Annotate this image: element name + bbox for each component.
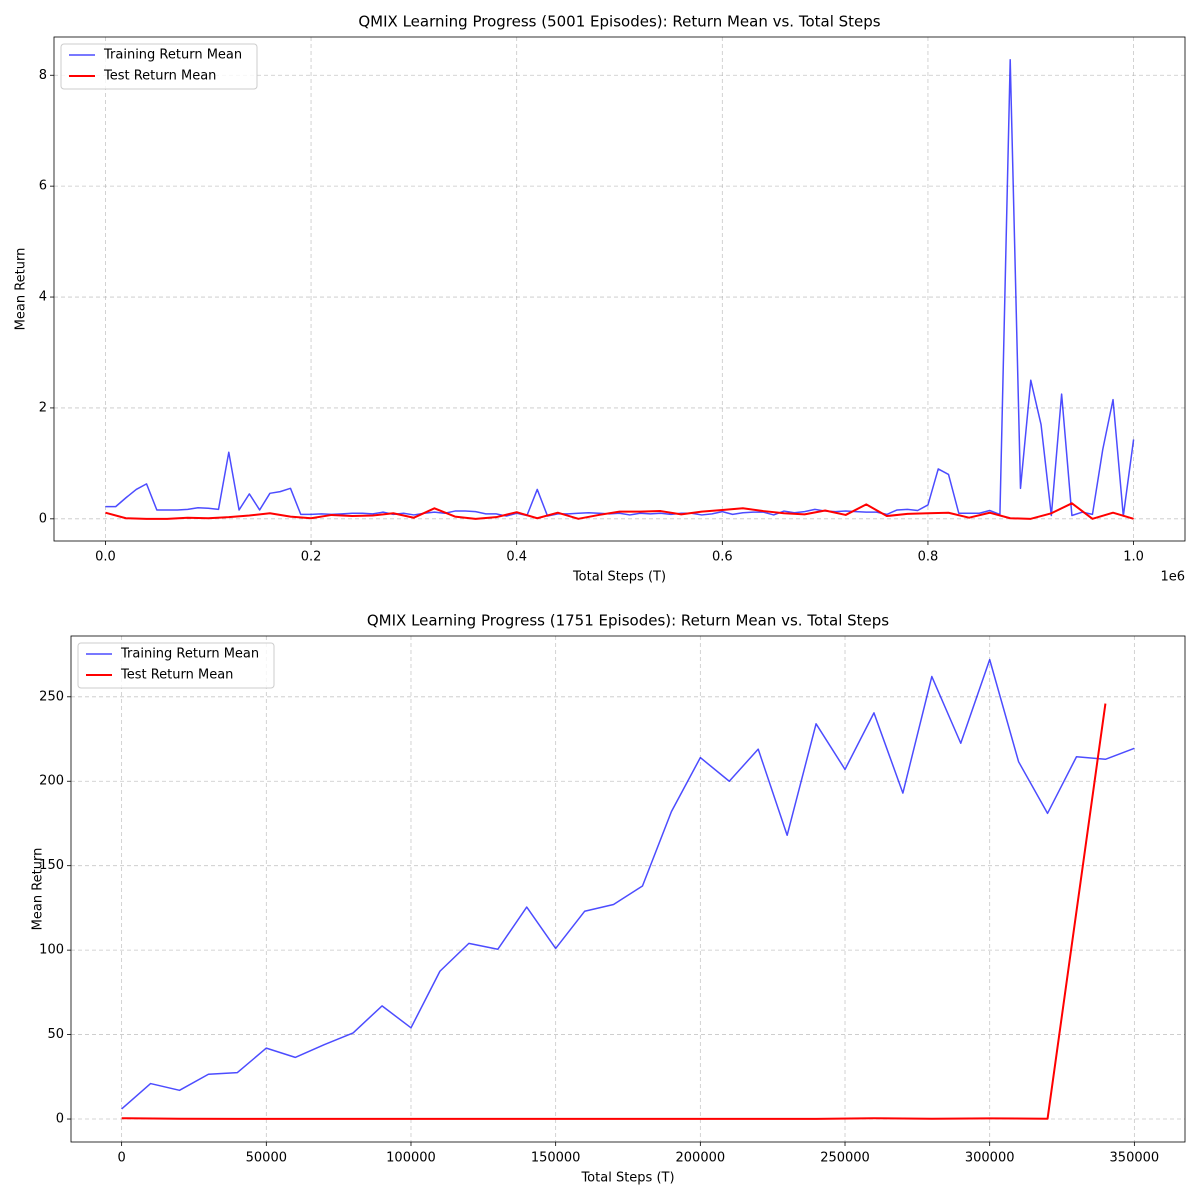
y-tick-label: 50 [47,1027,64,1042]
series-line [105,502,1134,520]
legend-label: Test Return Mean [103,69,216,84]
legend-label: Training Return Mean [120,647,259,662]
y-tick-label: 6 [39,179,47,194]
plot-frame [70,635,1186,1143]
x-tick-label: 0 [117,1151,125,1166]
x-tick-label: 150000 [531,1151,581,1166]
legend-box [77,642,275,689]
chart-title: QMIX Learning Progress (1751 Episodes): … [367,612,889,630]
x-tick-label: 0.0 [95,550,116,565]
plot-frame [53,36,1186,542]
y-tick-label: 0 [39,511,47,526]
y-tick-label: 100 [39,943,64,958]
x-tick-label: 0.2 [301,550,322,565]
x-tick-label: 100000 [386,1151,436,1166]
y-axis-label: Mean Return [31,848,46,931]
x-axis-label: Total Steps (T) [580,1171,674,1186]
x-offset-label: 1e6 [1160,570,1185,585]
y-tick-label: 0 [56,1112,64,1127]
x-tick-label: 300000 [965,1151,1015,1166]
x-tick-label: 0.8 [918,550,939,565]
chart-title: QMIX Learning Progress (5001 Episodes): … [358,13,880,31]
legend-label: Training Return Mean [103,48,242,63]
legend-label: Test Return Mean [120,668,233,683]
x-tick-label: 1.0 [1123,550,1144,565]
legend-box [60,43,258,90]
y-tick-label: 2 [39,400,47,415]
series-line [105,58,1135,517]
y-tick-label: 200 [39,774,64,789]
y-axis-label: Mean Return [14,248,29,331]
y-tick-label: 250 [39,689,64,704]
x-tick-label: 0.4 [506,550,527,565]
x-tick-label: 50000 [246,1151,287,1166]
x-tick-label: 250000 [820,1151,870,1166]
x-tick-label: 200000 [676,1151,726,1166]
y-tick-label: 4 [39,290,47,305]
series-line [121,703,1107,1120]
y-tick-label: 8 [39,68,47,83]
series-line [121,658,1135,1110]
x-axis-label: Total Steps (T) [572,570,666,585]
y-tick-label: 150 [39,858,64,873]
x-tick-label: 350000 [1110,1151,1160,1166]
x-tick-label: 0.6 [712,550,733,565]
